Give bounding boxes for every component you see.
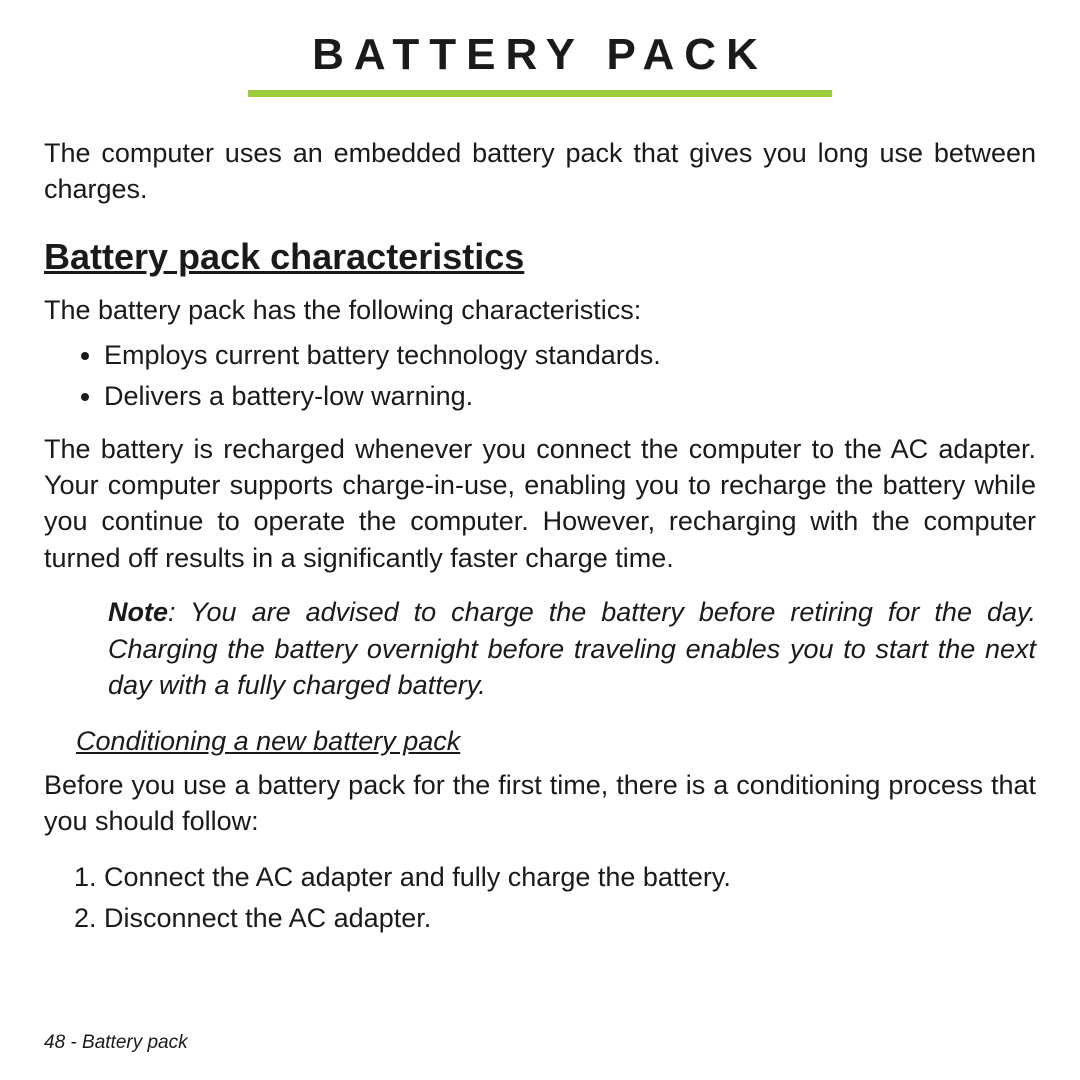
list-item: Connect the AC adapter and fully charge … [74,858,1036,897]
page-footer: 48 - Battery pack [44,1032,188,1054]
note-block: Note: You are advised to charge the batt… [44,594,1036,703]
title-underline [248,90,832,97]
section-heading: Battery pack characteristics [44,236,1036,278]
note-text: Note: You are advised to charge the batt… [108,594,1036,703]
title-block: Battery pack [44,30,1036,97]
document-page: Battery pack The computer uses an embedd… [0,0,1080,1080]
characteristics-intro: The battery pack has the following chara… [44,292,1036,328]
list-item: Delivers a battery-low warning. [104,377,1036,416]
conditioning-intro: Before you use a battery pack for the fi… [44,767,1036,840]
subsection-heading: Conditioning a new battery pack [76,726,1036,757]
intro-paragraph: The computer uses an embedded battery pa… [44,135,1036,208]
recharge-paragraph: The battery is recharged whenever you co… [44,431,1036,577]
list-item: Employs current battery technology stand… [104,336,1036,375]
characteristics-list: Employs current battery technology stand… [44,336,1036,416]
steps-list: Connect the AC adapter and fully charge … [44,858,1036,938]
note-body: : You are advised to charge the battery … [108,597,1036,700]
list-item: Disconnect the AC adapter. [74,899,1036,938]
note-label: Note [108,597,168,627]
page-title: Battery pack [312,30,768,86]
